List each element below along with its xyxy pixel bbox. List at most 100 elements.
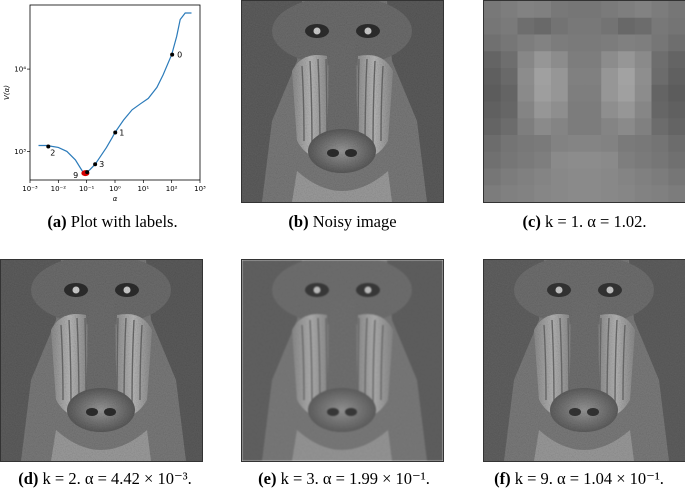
image-block — [618, 51, 636, 69]
image-block — [634, 34, 653, 52]
image-block — [500, 84, 519, 103]
image-block — [534, 151, 552, 170]
image-block — [551, 84, 569, 103]
image-block — [567, 151, 586, 170]
image-block — [517, 84, 535, 103]
image-block — [484, 34, 502, 52]
mandrill-image-smooth — [242, 260, 443, 461]
image-block — [534, 1, 552, 19]
image-block — [484, 151, 502, 170]
image-block — [484, 168, 502, 186]
image-block — [668, 168, 685, 186]
image-block — [601, 168, 619, 186]
point-label: 2 — [50, 148, 55, 157]
point-marker — [170, 52, 175, 57]
x-tick-label: 10³ — [194, 185, 206, 193]
image-block — [567, 68, 586, 86]
point-marker — [113, 130, 118, 135]
reconstruction-k1 — [483, 0, 685, 203]
image-block — [500, 185, 519, 202]
image-block — [668, 51, 685, 69]
caption-a-text: Plot with labels. — [70, 212, 178, 231]
image-block — [534, 118, 552, 136]
caption-c: (c) k = 1. α = 1.02. — [483, 212, 685, 232]
image-block — [517, 51, 535, 69]
image-block — [567, 17, 586, 36]
x-tick-label: 10⁻³ — [22, 185, 38, 193]
image-block — [500, 135, 519, 153]
noisy-image — [241, 0, 444, 203]
image-block — [584, 185, 602, 202]
image-block — [584, 17, 602, 36]
mandrill-image — [1, 260, 202, 461]
image-block — [484, 135, 502, 153]
image-block — [601, 151, 619, 170]
x-tick-label: 10⁻¹ — [79, 185, 95, 193]
caption-d: (d) k = 2. α = 4.42 × 10⁻³. — [0, 469, 210, 489]
x-axis-label: α — [113, 195, 118, 203]
image-block — [601, 17, 619, 36]
image-block — [601, 185, 619, 202]
image-block — [567, 84, 586, 103]
image-block — [484, 1, 502, 19]
image-block — [551, 34, 569, 52]
image-block — [668, 68, 685, 86]
image-block — [534, 84, 552, 103]
image-block — [634, 68, 653, 86]
image-block — [651, 185, 669, 202]
image-block — [668, 1, 685, 19]
caption-c-label: (c) — [522, 212, 541, 231]
image-block — [567, 34, 586, 52]
image-block — [651, 168, 669, 186]
image-block — [534, 51, 552, 69]
image-block — [567, 101, 586, 119]
image-block — [634, 185, 653, 202]
image-block — [618, 101, 636, 119]
image-block — [601, 135, 619, 153]
image-block — [618, 34, 636, 52]
caption-d-label: (d) — [18, 469, 39, 488]
image-block — [551, 151, 569, 170]
image-block — [618, 168, 636, 186]
image-block — [618, 151, 636, 170]
plot-frame — [29, 4, 201, 181]
plot-panel: 10⁻³ 10⁻² 10⁻¹ 10⁰ 10¹ 10² 10³ 10³ 10⁴ α V(α) 0 1 2 3 9 — [0, 0, 210, 205]
image-block — [601, 118, 619, 136]
caption-d-text: k = 2. α = 4.42 × 10⁻³. — [42, 469, 192, 488]
image-block — [567, 185, 586, 202]
image-block — [634, 151, 653, 170]
image-block — [517, 168, 535, 186]
image-block — [551, 185, 569, 202]
image-block — [668, 101, 685, 119]
image-block — [500, 151, 519, 170]
image-block — [500, 51, 519, 69]
image-block — [517, 101, 535, 119]
image-block — [484, 84, 502, 103]
caption-e-text: k = 3. α = 1.99 × 10⁻¹. — [280, 469, 430, 488]
reconstruction-k9 — [483, 259, 685, 462]
blocky-image — [484, 1, 685, 202]
image-block — [668, 185, 685, 202]
image-block — [534, 185, 552, 202]
image-block — [618, 118, 636, 136]
image-block — [618, 68, 636, 86]
caption-e-label: (e) — [258, 469, 277, 488]
image-block — [668, 17, 685, 36]
image-block — [601, 34, 619, 52]
image-block — [584, 34, 602, 52]
image-block — [500, 68, 519, 86]
image-block — [500, 17, 519, 36]
image-block — [517, 151, 535, 170]
image-block — [551, 168, 569, 186]
image-block — [534, 17, 552, 36]
image-block — [634, 101, 653, 119]
image-block — [634, 84, 653, 103]
image-block — [551, 1, 569, 19]
image-block — [484, 17, 502, 36]
image-block — [517, 118, 535, 136]
image-block — [551, 135, 569, 153]
image-block — [584, 1, 602, 19]
image-block — [584, 68, 602, 86]
image-block — [567, 135, 586, 153]
mandrill-image — [242, 1, 443, 202]
